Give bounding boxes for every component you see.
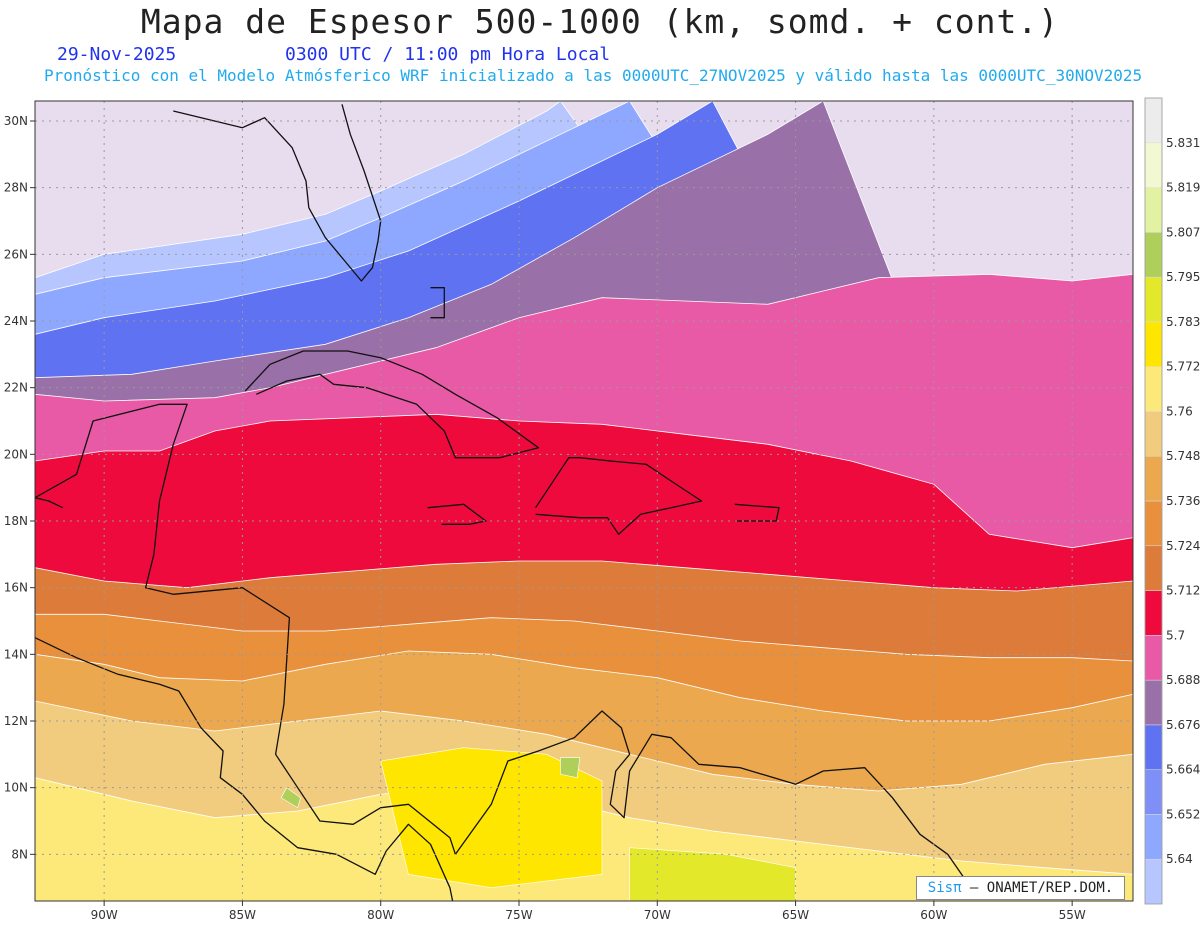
lat-tick-label: 8N — [11, 847, 28, 861]
legend-swatch — [1144, 276, 1163, 323]
legend-swatch — [1144, 814, 1163, 860]
legend-label: 5.652 — [1166, 807, 1200, 821]
high-patch-3 — [560, 757, 581, 779]
legend-swatch — [1144, 858, 1163, 905]
credit-box: Sisπ – ONAMET/REP.DOM. — [916, 876, 1125, 900]
coast-pacific-coast — [35, 637, 454, 901]
legend-swatch — [1144, 455, 1163, 502]
coast-bahamas-andros — [430, 287, 445, 319]
legend-swatch — [1144, 769, 1163, 815]
legend-label: 5.64 — [1166, 852, 1193, 866]
legend-label: 5.76 — [1166, 404, 1193, 418]
lat-tick-label: 20N — [4, 447, 28, 461]
legend-label: 5.831 — [1166, 136, 1200, 150]
legend-label: 5.807 — [1166, 225, 1200, 239]
lon-tick-label: 60W — [920, 908, 947, 922]
legend-frame — [1144, 97, 1163, 905]
high-patch-2 — [280, 787, 301, 809]
lon-tick-label: 85W — [229, 908, 256, 922]
lat-tick-label: 30N — [4, 114, 28, 128]
legend-swatch — [1144, 366, 1163, 412]
legend-label: 5.795 — [1166, 270, 1200, 284]
credit-text: – ONAMET/REP.DOM. — [961, 880, 1114, 896]
graticule — [35, 101, 1133, 901]
legend-label: 5.783 — [1166, 315, 1200, 329]
coast-florida — [173, 104, 382, 282]
model-subtitle: Pronóstico con el Modelo Atmósferico WRF… — [44, 66, 1143, 85]
legend-swatch — [1144, 142, 1163, 188]
legend-swatch — [1144, 590, 1163, 636]
lon-tick-label: 55W — [1059, 908, 1086, 922]
legend-swatch — [1144, 679, 1163, 726]
legend-swatch — [1144, 187, 1163, 233]
lat-tick-label: 16N — [4, 581, 28, 595]
lat-tick-label: 14N — [4, 647, 28, 661]
coast-jamaica — [427, 503, 487, 525]
sis-brand: Sisπ — [927, 880, 962, 896]
forecast-time: 0300 UTC / 11:00 pm Hora Local — [285, 44, 611, 65]
legend-label: 5.772 — [1166, 360, 1200, 374]
lat-tick-label: 24N — [4, 314, 28, 328]
legend-label: 5.712 — [1166, 584, 1200, 598]
legend-label: 5.748 — [1166, 449, 1200, 463]
coast-south-america-north — [454, 710, 976, 895]
coast-hispaniola — [535, 457, 703, 535]
legend-swatch — [1144, 321, 1163, 367]
lat-tick-label: 18N — [4, 514, 28, 528]
high-patch-1 — [629, 847, 796, 901]
coastlines — [35, 104, 976, 901]
legend-swatch — [1144, 97, 1163, 144]
lat-tick-label: 28N — [4, 181, 28, 195]
forecast-date: 29-Nov-2025 — [57, 44, 177, 65]
legend-label: 5.724 — [1166, 539, 1200, 553]
legend-swatch — [1144, 545, 1163, 591]
lon-tick-label: 75W — [505, 908, 532, 922]
lat-tick-label: 10N — [4, 781, 28, 795]
lon-tick-label: 80W — [367, 908, 394, 922]
color-legend: 5.64 5.652 5.664 5.676 5.688 5.7 5.712 5.724 5.7… — [1144, 97, 1200, 905]
legend-label: 5.688 — [1166, 673, 1200, 687]
legend-label: 5.819 — [1166, 181, 1200, 195]
legend-label: 5.736 — [1166, 494, 1200, 508]
coast-puerto-rico — [734, 503, 780, 522]
lon-tick-label: 65W — [782, 908, 809, 922]
lat-tick-label: 26N — [4, 247, 28, 261]
axis-ticks: 90W 85W 80W 75W 70W 65W 60W 55W 8N 10N 12N 14N 16N 18… — [4, 114, 1086, 922]
legend-label: 5.7 — [1166, 628, 1185, 642]
legend-swatch — [1144, 411, 1163, 457]
lon-tick-label: 90W — [91, 908, 118, 922]
legend-label: 5.676 — [1166, 718, 1200, 732]
legend-swatch — [1144, 635, 1163, 681]
high-patch-0 — [380, 747, 603, 889]
contour-bands — [35, 101, 1133, 901]
plot-frame — [34, 100, 1134, 902]
coast-yucatan-west — [35, 497, 63, 509]
legend-swatch — [1144, 724, 1163, 770]
lat-tick-label: 12N — [4, 714, 28, 728]
legend-swatch — [1144, 500, 1163, 547]
lon-tick-label: 70W — [644, 908, 671, 922]
lat-tick-label: 22N — [4, 381, 28, 395]
legend-swatch — [1144, 232, 1163, 278]
legend-label: 5.664 — [1166, 763, 1200, 777]
coast-yucatan-central-america — [35, 403, 457, 855]
map-title: Mapa de Espesor 500-1000 (km, somd. + co… — [140, 2, 1060, 41]
